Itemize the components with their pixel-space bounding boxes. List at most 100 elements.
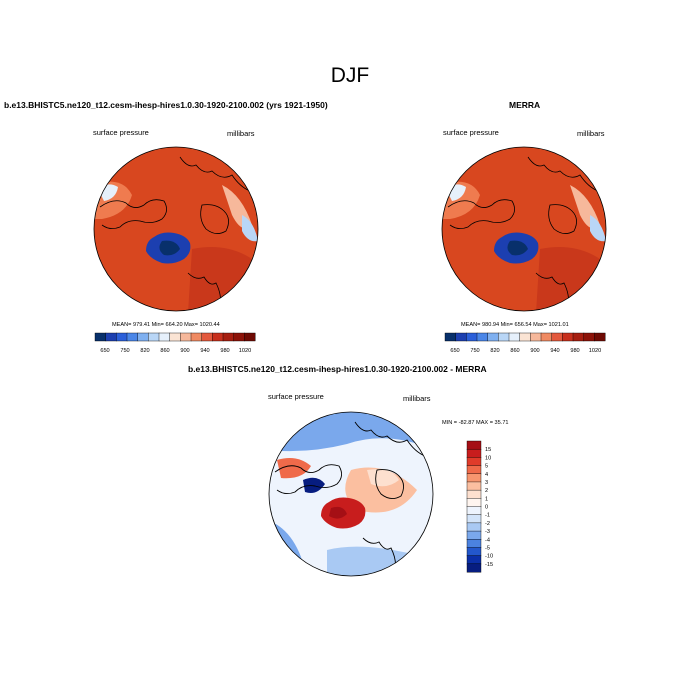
- panel2-colorbar: 650 750 820 860 900 940 980 1020: [444, 332, 606, 354]
- panel3-title: b.e13.BHISTC5.ne120_t12.cesm-ihesp-hires…: [188, 364, 487, 374]
- panel1-colorbar-tick-label: 1020: [239, 348, 251, 354]
- panel3-colorbar-tick-label: 5: [485, 464, 488, 470]
- panel3-variable-label: surface pressure: [268, 392, 324, 401]
- panel1-colorbar-tick-label: 650: [100, 348, 109, 354]
- panel3-colorbar-tick-label: 15: [485, 447, 491, 453]
- panel2-map-field: [442, 147, 606, 311]
- panel1-colorbar-swatch: [116, 332, 128, 342]
- panel2-colorbar-tick-label: 1020: [589, 348, 601, 354]
- panel1-colorbar-swatch: [212, 332, 224, 342]
- panel2-stats: MEAN= 980.94 Min= 656.54 Max= 1021.01: [461, 322, 569, 328]
- panel3-colorbar-swatch: [466, 522, 482, 532]
- panel1-colorbar-swatch: [94, 332, 107, 342]
- panel2-map-highland: [590, 215, 606, 242]
- panel3-colorbar-tick-label: -5: [485, 545, 490, 551]
- panel2-title: MERRA: [509, 100, 541, 110]
- panel1-map-ocean: [94, 147, 258, 311]
- panel3-map-border: [268, 411, 434, 577]
- panel3-colorbar-swatch: [466, 530, 482, 540]
- panel2-colorbar-swatch: [476, 332, 489, 342]
- panel1-colorbar-swatch: [105, 332, 117, 342]
- panel1-map-coastline: [200, 204, 229, 234]
- panel1-colorbar-swatch: [126, 332, 139, 342]
- panel2-colorbar-swatch: [572, 332, 585, 342]
- panel3-map-canada-neg: [303, 477, 325, 493]
- panel3-colorbar-tick-label: 2: [485, 488, 488, 494]
- panel2-colorbar-swatch: [466, 332, 478, 342]
- panel3-colorbar-swatch: [466, 440, 482, 450]
- panel2-map-coastline: [548, 204, 577, 234]
- panel1-stats: MEAN= 979.41 Min= 664.20 Max= 1020.44: [112, 322, 220, 328]
- panel1-map-coastline: [179, 156, 251, 192]
- panel3-colorbar-swatch: [466, 563, 482, 573]
- panel1-map-border: [93, 146, 259, 312]
- panel3-colorbar-tick-label: -2: [485, 521, 490, 527]
- panel3-colorbar-swatch: [466, 539, 482, 548]
- panel2-colorbar-swatch: [508, 332, 521, 342]
- panel1-colorbar-tick-label: 940: [200, 348, 209, 354]
- panel3-colorbar-tick-label: -1: [485, 513, 490, 519]
- panel3-map-coastline: [362, 537, 396, 571]
- panel2-colorbar-tick-label: 650: [450, 348, 459, 354]
- panel3-map-field: [269, 412, 433, 576]
- panel3-map: [268, 411, 434, 577]
- panel1-colorbar-swatch: [233, 332, 245, 342]
- panel1-colorbar-tick-label: 980: [220, 348, 229, 354]
- panel3-map-coastline: [375, 469, 404, 499]
- panel3-colorbar-swatch: [466, 448, 482, 458]
- panel3-colorbar-tick-label: -3: [485, 529, 490, 535]
- panel1-map-greenland-core: [159, 240, 180, 256]
- panel1-colorbar-swatch: [201, 332, 213, 342]
- panel2-map: [441, 146, 607, 312]
- panel1-colorbar-swatch: [137, 332, 149, 342]
- panel1-map-field: [94, 147, 258, 311]
- panel3-map-greenland-core: [329, 506, 347, 519]
- panel3-colorbar-tick-label: -10: [485, 554, 493, 560]
- panel3-units-label: millibars: [403, 394, 431, 403]
- panel2-colorbar-tick-label: 750: [470, 348, 479, 354]
- panel3-map-pos-east: [367, 469, 399, 487]
- panel3-map-coastline: [274, 464, 342, 495]
- panel1-colorbar: 650 750 820 860 900 940 980 1020: [94, 332, 256, 354]
- panel1-variable-label: surface pressure: [93, 128, 149, 137]
- panel1-colorbar-swatch: [190, 332, 203, 342]
- panel1-map-coastline: [187, 272, 221, 306]
- panel1-colorbar-tick-label: 900: [180, 348, 189, 354]
- panel3-colorbar-swatch: [466, 465, 482, 475]
- panel1-colorbar-swatch: [180, 332, 192, 342]
- panel3-colorbar-swatch: [466, 547, 482, 557]
- panel1-colorbar-swatch: [148, 332, 160, 342]
- panel2-colorbar-swatch: [562, 332, 574, 342]
- panel2-colorbar-swatch: [530, 332, 542, 342]
- panel1-colorbar-swatch: [158, 332, 171, 342]
- panel2-colorbar-swatch: [540, 332, 553, 342]
- panel1-title: b.e13.BHISTC5.ne120_t12.cesm-ihesp-hires…: [4, 100, 328, 110]
- panel2-colorbar-swatch: [594, 332, 606, 342]
- panel1-colorbar-swatch: [244, 332, 256, 342]
- panel3-colorbar-tick-label: 3: [485, 480, 488, 486]
- panel3-colorbar-swatch: [466, 473, 482, 483]
- panel3-colorbar-swatch: [466, 481, 482, 491]
- panel2-colorbar-swatch: [444, 332, 457, 342]
- panel2-variable-label: surface pressure: [443, 128, 499, 137]
- panel2-colorbar-tick-label: 940: [550, 348, 559, 354]
- panel1-units-label: millibars: [227, 129, 255, 138]
- panel1-colorbar-swatch: [222, 332, 235, 342]
- panel1-colorbar-swatch: [169, 332, 181, 342]
- panel1-colorbar-tick-label: 750: [120, 348, 129, 354]
- panel3-colorbar-tick-label: -4: [485, 537, 490, 543]
- panel3-map-pos-central: [345, 467, 417, 513]
- main-title: DJF: [330, 64, 370, 87]
- panel3-colorbar-tick-label: 4: [485, 472, 488, 478]
- panel1-map: [93, 146, 259, 312]
- panel3-colorbar-tick-label: 0: [485, 505, 488, 511]
- panel2-colorbar-swatch: [519, 332, 531, 342]
- panel2-colorbar-swatch: [583, 332, 595, 342]
- panel3-colorbar-tick-label: 10: [485, 455, 491, 461]
- panel3-stats: MIN = -82.87 MAX = 35.71: [442, 420, 509, 426]
- panel2-colorbar-swatch: [498, 332, 510, 342]
- panel3-map-pos-west: [277, 458, 311, 479]
- panel2-map-coastline: [535, 272, 569, 306]
- panel2-colorbar-swatch: [455, 332, 467, 342]
